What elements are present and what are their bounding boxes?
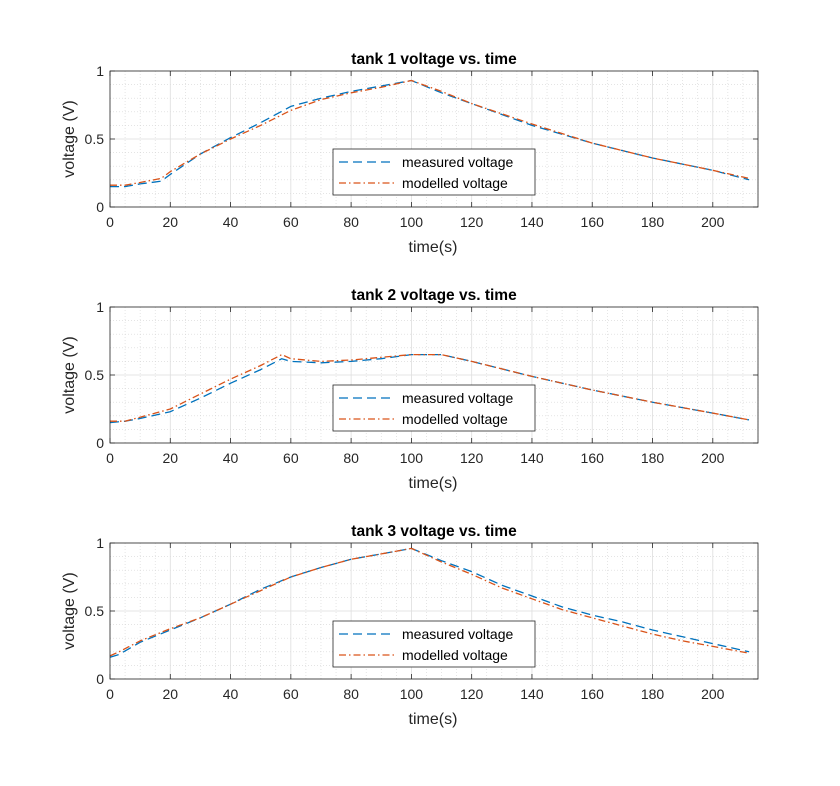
legend-box <box>332 620 536 668</box>
x-tick-label: 140 <box>520 686 544 702</box>
x-tick-label: 180 <box>641 686 665 702</box>
x-tick-label: 40 <box>223 450 239 466</box>
y-axis-label: voltage (V) <box>61 100 78 177</box>
x-tick-label: 160 <box>581 686 605 702</box>
y-tick-label: 1 <box>96 63 104 79</box>
legend: measured voltage modelled voltage <box>332 620 536 668</box>
x-tick-label: 100 <box>400 450 424 466</box>
legend-label-measured: measured voltage <box>402 154 514 170</box>
subplot-tank-1: 0 20 40 60 80 100 120 140 160 180 200 0 0.5 1 tank 1 … <box>61 51 759 256</box>
x-axis-label: time(s) <box>409 475 458 492</box>
subplot-tank-2: 0 20 40 60 80 100 120 140 160 180 200 0 0.5 1 tank 2 … <box>61 287 759 492</box>
x-tick-label: 120 <box>460 686 484 702</box>
axes-area: 0 20 40 60 80 100 120 140 160 180 200 0 0.5 1 <box>85 535 759 702</box>
subplot-tank-3: 0 20 40 60 80 100 120 140 160 180 200 0 0.5 1 tank 3 … <box>61 523 759 728</box>
y-axis-label: voltage (V) <box>61 336 78 413</box>
x-tick-label: 80 <box>343 214 359 230</box>
series-line-modelled <box>110 79 750 186</box>
x-tick-label: 20 <box>162 686 178 702</box>
legend-label-modelled: modelled voltage <box>402 175 508 191</box>
axes-area: 0 20 40 60 80 100 120 140 160 180 200 0 0.5 1 <box>85 299 759 466</box>
x-tick-label: 60 <box>283 686 299 702</box>
x-tick-label: 40 <box>223 686 239 702</box>
x-tick-label: 0 <box>106 214 114 230</box>
x-tick-label: 140 <box>520 450 544 466</box>
chart-title: tank 3 voltage vs. time <box>351 523 517 540</box>
y-tick-label: 0.5 <box>85 367 105 383</box>
x-tick-label: 160 <box>581 450 605 466</box>
x-tick-label: 120 <box>460 214 484 230</box>
x-tick-label: 20 <box>162 214 178 230</box>
legend: measured voltage modelled voltage <box>332 384 536 432</box>
legend-box <box>332 384 536 432</box>
x-tick-label: 60 <box>283 214 299 230</box>
x-tick-label: 80 <box>343 450 359 466</box>
x-tick-label: 0 <box>106 450 114 466</box>
x-tick-label: 100 <box>400 214 424 230</box>
legend-label-modelled: modelled voltage <box>402 411 508 427</box>
x-tick-label: 200 <box>701 450 725 466</box>
x-tick-label: 20 <box>162 450 178 466</box>
x-tick-label: 200 <box>701 214 725 230</box>
y-tick-label: 0.5 <box>85 131 105 147</box>
series-line-measured <box>109 353 750 424</box>
x-tick-label: 180 <box>641 450 665 466</box>
x-tick-label: 0 <box>106 686 114 702</box>
x-tick-label: 140 <box>520 214 544 230</box>
x-tick-label: 120 <box>460 450 484 466</box>
axes-area: 0 20 40 60 80 100 120 140 160 180 200 0 0.5 1 <box>85 63 759 230</box>
x-axis-label: time(s) <box>409 239 458 256</box>
y-tick-label: 0 <box>96 671 104 687</box>
x-tick-label: 80 <box>343 686 359 702</box>
legend-label-measured: measured voltage <box>402 390 514 406</box>
legend-label-measured: measured voltage <box>402 626 514 642</box>
y-tick-label: 0.5 <box>85 603 105 619</box>
chart-title: tank 2 voltage vs. time <box>351 287 517 304</box>
legend: measured voltage modelled voltage <box>332 148 536 196</box>
y-tick-label: 1 <box>96 535 104 551</box>
x-tick-label: 100 <box>400 686 424 702</box>
legend-box <box>332 148 536 196</box>
series-line-modelled <box>109 547 750 657</box>
x-tick-label: 200 <box>701 686 725 702</box>
y-tick-label: 1 <box>96 299 104 315</box>
y-tick-label: 0 <box>96 435 104 451</box>
legend-label-modelled: modelled voltage <box>402 647 508 663</box>
x-tick-label: 160 <box>581 214 605 230</box>
y-tick-label: 0 <box>96 199 104 215</box>
x-tick-label: 60 <box>283 450 299 466</box>
x-axis-label: time(s) <box>409 711 458 728</box>
x-tick-label: 180 <box>641 214 665 230</box>
y-axis-label: voltage (V) <box>61 572 78 649</box>
chart-title: tank 1 voltage vs. time <box>351 51 517 68</box>
x-tick-label: 40 <box>223 214 239 230</box>
